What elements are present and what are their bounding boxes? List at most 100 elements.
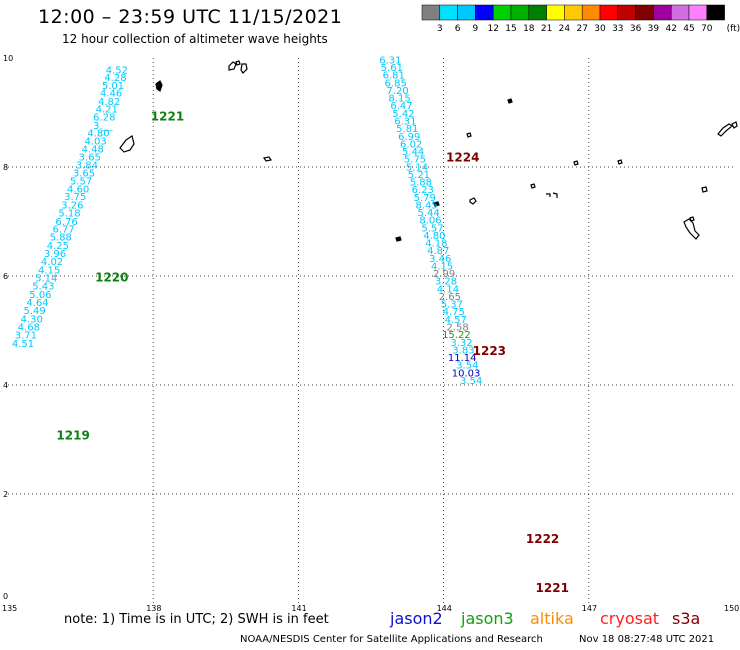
wave-height-value: 6.81: [383, 71, 405, 82]
wave-height-value: 3.54: [460, 376, 482, 387]
island-outline: [228, 61, 237, 71]
island-outline: [530, 183, 536, 189]
wave-height-value: 10.03: [452, 368, 481, 379]
wave-height-value: 7.20: [386, 86, 408, 97]
color-scale-unit: (ft): [727, 24, 740, 34]
map-subtitle: 12 hour collection of altimeter wave hei…: [62, 32, 328, 46]
island-outline: [701, 186, 708, 193]
color-scale-label: 42: [665, 24, 676, 34]
color-scale-label: 45: [683, 24, 694, 34]
color-scale-label: 30: [594, 24, 606, 34]
color-scale-label: 27: [576, 24, 587, 34]
color-scale-label: 9: [473, 24, 479, 34]
wave-height-value: 4.48: [82, 144, 104, 155]
pass-time-label: 1223: [473, 344, 506, 358]
color-swatch: [670, 4, 690, 21]
island-outline: [433, 201, 440, 207]
wave-height-value: 5.81: [396, 124, 418, 135]
lon-tick-label: 150: [724, 604, 739, 613]
color-swatch: [492, 4, 512, 21]
pass-time-label: 1224: [446, 151, 479, 165]
wave-height-value: 3.83: [452, 345, 474, 356]
pass-time-label: 1222: [526, 532, 559, 546]
wave-height-value: 4.57: [445, 315, 467, 326]
satellite-legend-jason3: jason3: [461, 609, 514, 628]
lat-tick-label: 8: [3, 163, 8, 172]
color-scale-label: 24: [559, 24, 571, 34]
wave-height-value: 6.23: [412, 185, 434, 196]
wave-height-value: 8.15: [388, 94, 410, 105]
wave-height-value: 5.37: [441, 300, 463, 311]
wave-height-value: 3.84: [76, 161, 98, 172]
color-swatch: [528, 4, 547, 21]
color-swatch: [546, 4, 565, 21]
lon-tick-label: 147: [582, 604, 597, 613]
color-scale-label: 12: [487, 24, 498, 34]
wave-height-value: 4.75: [443, 307, 465, 318]
island-outline: [466, 132, 472, 138]
island-outline: [683, 218, 700, 240]
color-swatch: [599, 4, 619, 21]
wave-height-value: 5.57: [421, 223, 443, 234]
color-scale-label: 6: [455, 24, 461, 34]
map-grid: [8, 58, 734, 603]
wave-height-value: 5.42: [392, 109, 414, 120]
wave-height-value: 5.44: [417, 208, 439, 219]
wave-height-value: 2.58: [447, 323, 469, 334]
wave-height-value: 5.14: [35, 273, 57, 284]
color-scale-label: 18: [523, 24, 535, 34]
wave-height-value: 4.03: [84, 137, 106, 148]
wave-height-value: 3.28: [435, 277, 457, 288]
lat-tick-label: 4: [3, 381, 8, 390]
wave-height-value: 6.28: [93, 113, 115, 124]
wave-height-value: 5.61: [381, 63, 403, 74]
wave-height-value: 8.45: [416, 200, 438, 211]
wave-height-value: 5.57: [70, 176, 92, 187]
lat-tick-label: 2: [3, 490, 8, 499]
wave-height-value: 3.26: [61, 200, 83, 211]
wave-height-value: 4.52: [106, 65, 128, 76]
satellite-legend-cryosat: cryosat: [600, 609, 660, 628]
wave-height-value: 15.22: [442, 330, 471, 341]
wave-height-value: 5.49: [23, 306, 45, 317]
island-outline: [240, 63, 248, 74]
lon-tick-label: 135: [2, 604, 17, 613]
wave-height-value: 5.75: [404, 155, 426, 166]
land-outlines: [119, 60, 738, 242]
wave-height-value: 6.76: [55, 217, 77, 228]
island-outline: [617, 159, 623, 165]
wave-height-value: 4.82: [98, 97, 120, 108]
wave-height-value: 4.18: [425, 239, 447, 250]
lat-tick-label: 0: [3, 592, 8, 601]
wave-height-value: 6.47: [390, 101, 412, 112]
color-swatch: [475, 4, 494, 21]
island-outline: [469, 197, 477, 205]
wave-height-value: 3.46: [429, 254, 451, 265]
map-title: 12:00 – 23:59 UTC 11/15/2021: [38, 6, 343, 28]
units-note: note: 1) Time is in UTC; 2) SWH is in fe…: [64, 612, 329, 627]
wave-height-value: 3.96: [44, 249, 66, 260]
color-scale-label: 39: [648, 24, 660, 34]
wave-height-value: 4.15: [431, 261, 453, 272]
wave-height-value: 3.__: [93, 121, 114, 132]
pass-time-label: 1220: [95, 270, 128, 284]
color-swatch: [635, 4, 654, 21]
wave-height-value: 3.54: [456, 361, 478, 372]
island-outline: [395, 236, 402, 242]
wave-height-value: 4.51: [12, 339, 34, 350]
color-swatch: [617, 4, 636, 21]
pass-time-label: 1219: [56, 429, 89, 443]
color-scale-label: 21: [541, 24, 552, 34]
altimeter-tracks: 4.524.285.014.464.824.216.283.__4.804.03…: [12, 55, 569, 595]
wave-height-value: 4.15: [38, 265, 60, 276]
wave-height-value: 6.85: [385, 78, 407, 89]
color-scale-label: 70: [701, 24, 713, 34]
wave-height-value: 3.71: [15, 331, 37, 342]
satellite-legend-altika: altika: [530, 609, 574, 628]
wave-height-value: 6.31: [394, 116, 416, 127]
color-swatch: [439, 4, 458, 21]
wave-height-value: 5.18: [58, 209, 80, 220]
wave-height-value: 4.80: [87, 128, 109, 139]
wave-height-value: 4.64: [26, 298, 48, 309]
lat-tick-label: 10: [3, 54, 13, 63]
